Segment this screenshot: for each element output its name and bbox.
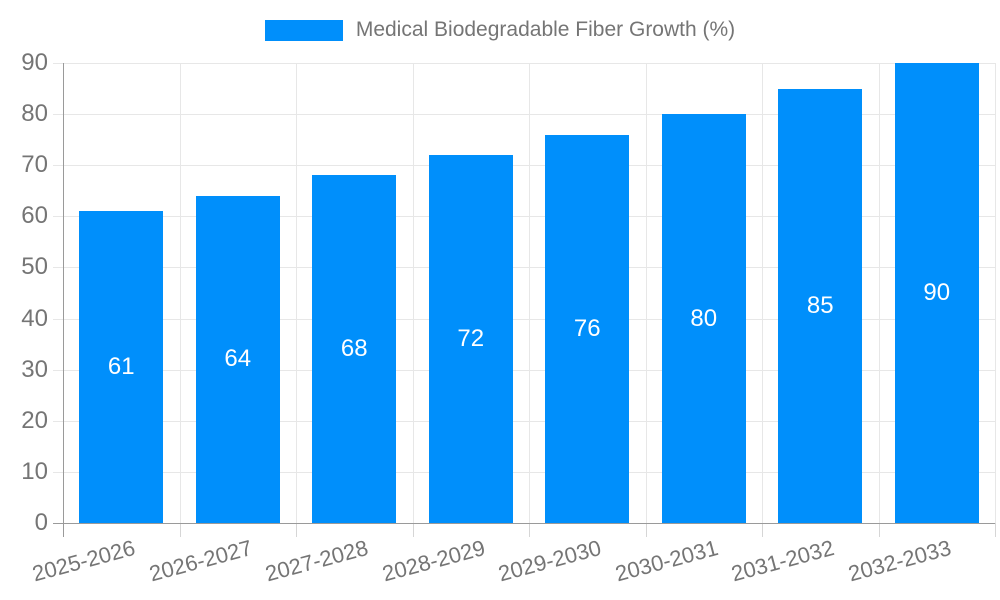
x-axis-tick xyxy=(995,523,996,537)
bar-value-label: 80 xyxy=(690,304,718,332)
x-axis-tick xyxy=(412,523,414,537)
bar: 76 xyxy=(545,134,630,523)
x-axis-tick xyxy=(179,523,181,537)
bar-value-label: 61 xyxy=(107,353,135,381)
bar: 61 xyxy=(79,211,164,523)
gridline-horizontal xyxy=(53,420,995,422)
legend[interactable]: Medical Biodegradable Fiber Growth (%) xyxy=(0,17,1000,43)
x-axis-category-label: 2031-2032 xyxy=(728,535,837,587)
x-axis-tick xyxy=(645,523,647,537)
bar: 64 xyxy=(195,195,280,523)
x-axis-category-label: 2030-2031 xyxy=(612,535,721,587)
bar: 85 xyxy=(778,88,863,523)
x-axis-tick xyxy=(878,523,880,537)
gridline-vertical xyxy=(645,63,647,523)
x-axis-line xyxy=(53,523,995,524)
gridline-vertical xyxy=(529,63,530,523)
y-axis-tick-label: 20 xyxy=(21,406,48,434)
gridline-horizontal xyxy=(53,369,995,371)
y-axis-tick-label: 30 xyxy=(21,355,48,383)
bar: 80 xyxy=(661,114,746,523)
gridline-vertical xyxy=(762,63,763,523)
bar-value-label: 90 xyxy=(923,279,951,306)
gridline-horizontal xyxy=(53,114,995,116)
gridline-horizontal xyxy=(53,318,995,320)
x-axis-tick xyxy=(296,523,297,537)
gridline-vertical xyxy=(878,63,880,523)
gridline-horizontal xyxy=(53,165,995,167)
gridline-horizontal xyxy=(53,216,995,218)
bar: 72 xyxy=(428,155,513,523)
x-axis-tick xyxy=(529,523,530,537)
y-axis-tick-label: 10 xyxy=(21,457,48,485)
bar-value-label: 72 xyxy=(457,325,485,352)
x-axis-category-label: 2025-2026 xyxy=(29,535,138,587)
y-axis-tick-label: 60 xyxy=(21,202,48,230)
legend-swatch xyxy=(264,19,343,41)
x-axis-category-label: 2027-2028 xyxy=(262,535,371,587)
gridline-horizontal xyxy=(53,267,995,269)
bar: 90 xyxy=(894,63,979,523)
y-axis-tick-label: 80 xyxy=(21,100,48,128)
y-axis-tick-label: 50 xyxy=(21,253,48,281)
gridline-horizontal xyxy=(53,471,995,473)
x-axis-category-label: 2026-2027 xyxy=(146,535,255,587)
y-axis-line xyxy=(63,63,64,537)
y-axis-tick-label: 70 xyxy=(21,151,48,179)
y-axis-tick-label: 0 xyxy=(34,509,48,536)
x-axis-category-label: 2028-2029 xyxy=(379,535,488,587)
x-axis-category-label: 2032-2033 xyxy=(845,535,954,587)
bar-value-label: 85 xyxy=(806,291,834,319)
y-axis-tick-label: 40 xyxy=(21,304,48,332)
x-axis-tick xyxy=(762,523,763,537)
legend-label: Medical Biodegradable Fiber Growth (%) xyxy=(355,18,736,41)
y-axis-tick-label: 90 xyxy=(21,49,48,76)
bar-value-label: 76 xyxy=(573,314,601,342)
gridline-vertical xyxy=(995,63,996,523)
gridline-vertical xyxy=(179,63,181,523)
x-axis-category-label: 2029-2030 xyxy=(495,535,604,587)
bar: 68 xyxy=(312,175,397,523)
gridline-vertical xyxy=(296,63,297,523)
gridline-horizontal xyxy=(53,63,995,64)
bar-value-label: 64 xyxy=(224,345,252,373)
gridline-vertical xyxy=(412,63,414,523)
bar-value-label: 68 xyxy=(340,335,368,363)
